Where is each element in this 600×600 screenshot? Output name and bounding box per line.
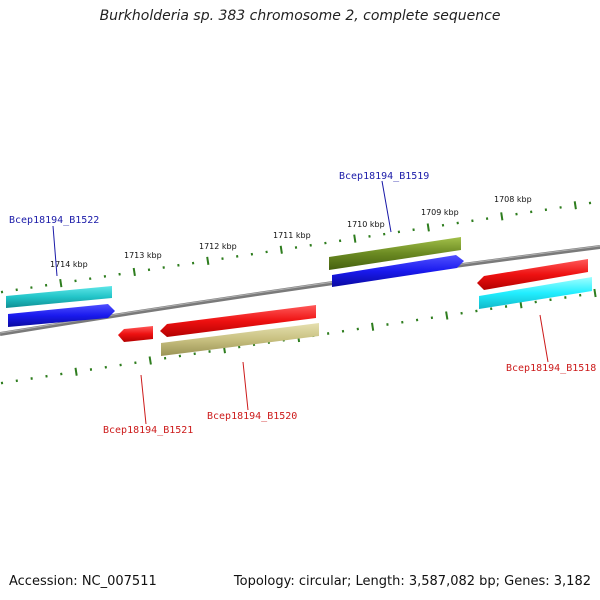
gene-b1519-blue-arrow — [332, 255, 464, 287]
upper-scale-major-tick — [132, 267, 136, 277]
leader-b1518 — [539, 314, 549, 363]
lower-scale-major-tick — [371, 322, 375, 331]
scale-label-1708: 1708 kbp — [494, 195, 532, 204]
scale-label-1713: 1713 kbp — [124, 251, 162, 260]
map-title: Burkholderia sp. 383 chromosome 2, compl… — [99, 8, 501, 24]
gene-b1522-blue-arrow — [8, 304, 115, 327]
leader-b1521 — [140, 374, 147, 425]
lower-scale-major-tick — [593, 288, 597, 298]
scale-label-1714: 1714 kbp — [50, 260, 88, 269]
upper-scale-track — [0, 201, 592, 294]
gene-label-b1519[interactable]: Bcep18194_B1519 — [339, 171, 429, 182]
lower-scale-major-tick — [445, 311, 449, 320]
gene-b1518-red-arrow — [477, 259, 588, 290]
scale-label-1709: 1709 kbp — [421, 208, 459, 217]
chromosome-backbone — [0, 245, 600, 336]
gene-bcep18194-b1520[interactable] — [160, 305, 319, 356]
lower-scale-major-tick — [148, 356, 152, 365]
leader-b1522 — [52, 225, 58, 277]
gene-label-b1518[interactable]: Bcep18194_B1518 — [506, 363, 596, 374]
gene-bcep18194-b1521[interactable] — [118, 326, 153, 342]
gene-label-b1520[interactable]: Bcep18194_B1520 — [207, 411, 297, 422]
genome-summary-text: Topology: circular; Length: 3,587,082 bp… — [233, 574, 591, 589]
lower-scale-track — [0, 288, 597, 385]
gene-bcep18194-b1518[interactable] — [477, 259, 592, 309]
scale-label-1711: 1711 kbp — [273, 231, 311, 240]
gene-b1519-olive-block — [329, 237, 461, 270]
gene-b1518-cyan-block — [479, 277, 592, 309]
upper-scale-major-tick — [500, 212, 504, 221]
upper-scale-major-tick — [279, 245, 283, 254]
scale-labels: 1714 kbp 1713 kbp 1712 kbp 1711 kbp 1710… — [50, 195, 532, 269]
accession-text: Accession: NC_007511 — [9, 574, 157, 589]
gene-label-b1521[interactable]: Bcep18194_B1521 — [103, 425, 193, 436]
gene-bcep18194-b1519[interactable] — [329, 237, 464, 287]
scale-label-1712: 1712 kbp — [199, 242, 237, 251]
upper-scale-major-tick — [206, 256, 210, 265]
upper-scale-major-tick — [573, 201, 577, 210]
gene-bcep18194-b1522[interactable] — [6, 286, 115, 327]
upper-scale-major-tick — [426, 223, 430, 232]
gene-b1520-red-arrow — [160, 305, 316, 337]
lower-scale-major-tick — [74, 367, 78, 376]
gene-b1522-cyan-block — [6, 286, 112, 308]
leader-b1520 — [242, 361, 249, 411]
upper-scale-major-tick — [353, 234, 357, 243]
gene-b1520-khaki-block — [161, 323, 319, 356]
gene-b1521-red-arrow — [118, 326, 153, 342]
scale-label-1710: 1710 kbp — [347, 220, 385, 229]
leader-b1519 — [381, 180, 392, 233]
gene-label-b1522[interactable]: Bcep18194_B1522 — [9, 215, 99, 226]
upper-scale-major-tick — [59, 278, 63, 288]
